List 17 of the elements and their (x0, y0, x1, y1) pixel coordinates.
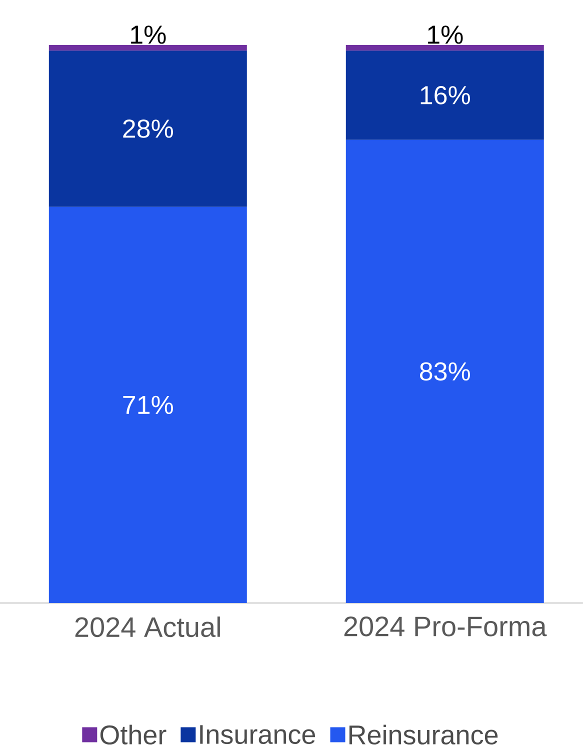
x-tick-label: 2024 Pro-Forma (344, 616, 547, 636)
bar (346, 45, 544, 51)
data-label: 71% (123, 396, 173, 414)
legend-label: Insurance (200, 725, 316, 744)
data-label: 83% (420, 362, 470, 381)
data-label: 28% (123, 119, 173, 138)
bar (346, 50, 544, 140)
legend-label: Other (100, 724, 166, 745)
bar (346, 140, 544, 603)
data-label: 16% (420, 86, 470, 104)
data-label: 1% (428, 26, 463, 44)
x-tick-label: 2024 Actual (75, 616, 220, 638)
bar (48, 45, 247, 51)
bar (48, 50, 247, 207)
data-label: 1% (131, 26, 166, 44)
bar (48, 206, 247, 603)
legend-label: Reinsurance (349, 724, 498, 745)
